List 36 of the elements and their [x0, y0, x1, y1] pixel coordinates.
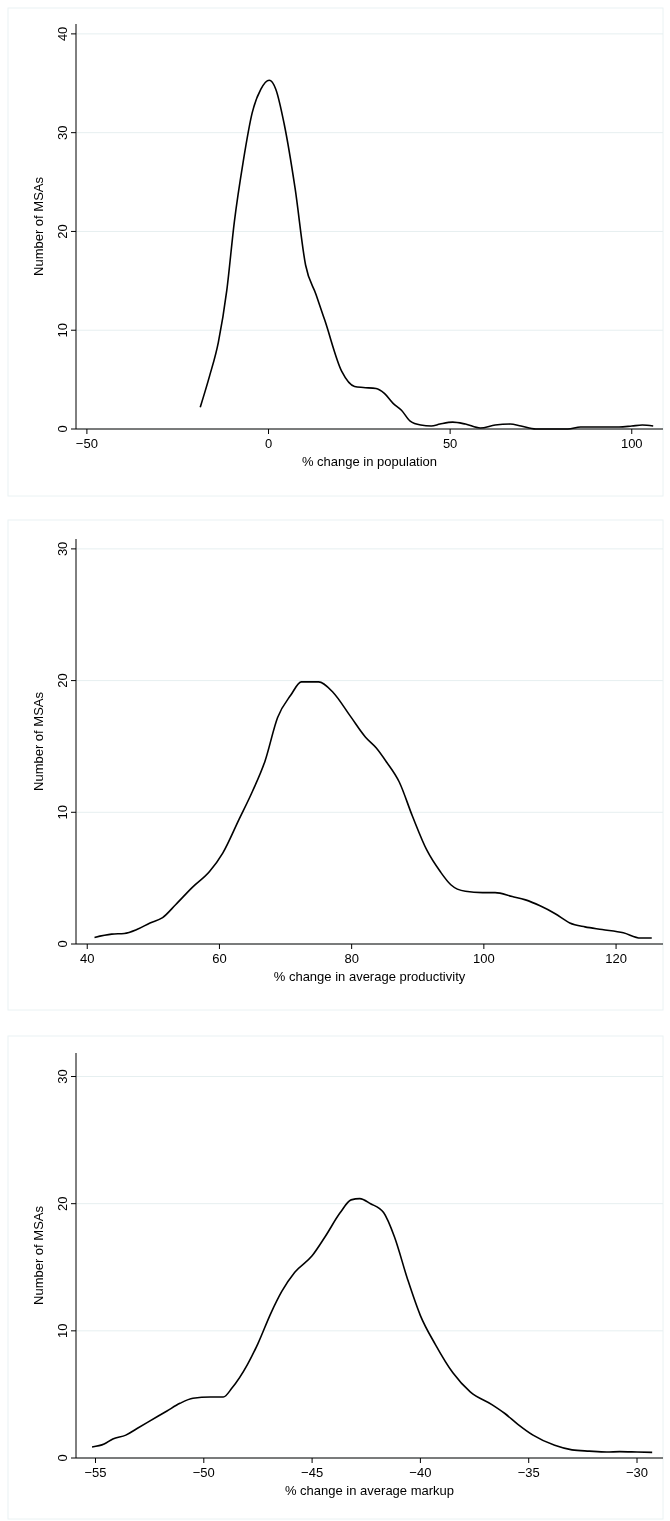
x-tick-label: 0	[264, 436, 273, 451]
y-tick-label: 10	[55, 1323, 70, 1339]
x-tick-label: 50	[442, 436, 458, 451]
x-tick-label: 60	[212, 951, 227, 966]
line-series	[93, 681, 653, 939]
x-axis-title: % change in population	[301, 454, 438, 469]
y-axis-title: Number of MSAs	[31, 691, 46, 791]
x-tick-label: −30	[625, 1465, 649, 1480]
y-tick-label: 0	[55, 1454, 70, 1462]
line-series	[91, 1197, 653, 1454]
y-tick-label: 20	[55, 673, 70, 688]
y-tick-label: 30	[55, 125, 70, 140]
y-tick-label: 20	[55, 1196, 70, 1211]
x-tick-label: −55	[84, 1465, 107, 1480]
y-tick-label: 40	[55, 26, 70, 42]
x-tick-label: −40	[409, 1465, 432, 1480]
y-tick-label: 0	[55, 940, 70, 948]
x-axis-title: % change in average productivity	[273, 969, 466, 984]
y-tick-label: 10	[55, 322, 70, 338]
x-tick-label: −45	[301, 1465, 324, 1480]
x-tick-label: −35	[517, 1465, 540, 1480]
y-tick-label: 30	[55, 1069, 70, 1084]
y-axis-title: Number of MSAs	[31, 1205, 46, 1305]
x-tick-label: −50	[75, 436, 98, 451]
x-tick-label: 100	[473, 951, 495, 966]
x-tick-label: −50	[192, 1465, 215, 1480]
y-tick-label: 0	[55, 425, 70, 433]
x-tick-label: 80	[344, 951, 359, 966]
x-tick-label: 100	[620, 436, 643, 451]
y-tick-label: 20	[55, 224, 70, 239]
y-axis-title: Number of MSAs	[31, 176, 46, 276]
x-tick-label: 120	[605, 951, 627, 966]
x-tick-label: 40	[80, 951, 95, 966]
x-axis-title: % change in average markup	[284, 1483, 455, 1498]
y-tick-label: 30	[55, 541, 70, 557]
y-tick-label: 10	[55, 805, 70, 820]
